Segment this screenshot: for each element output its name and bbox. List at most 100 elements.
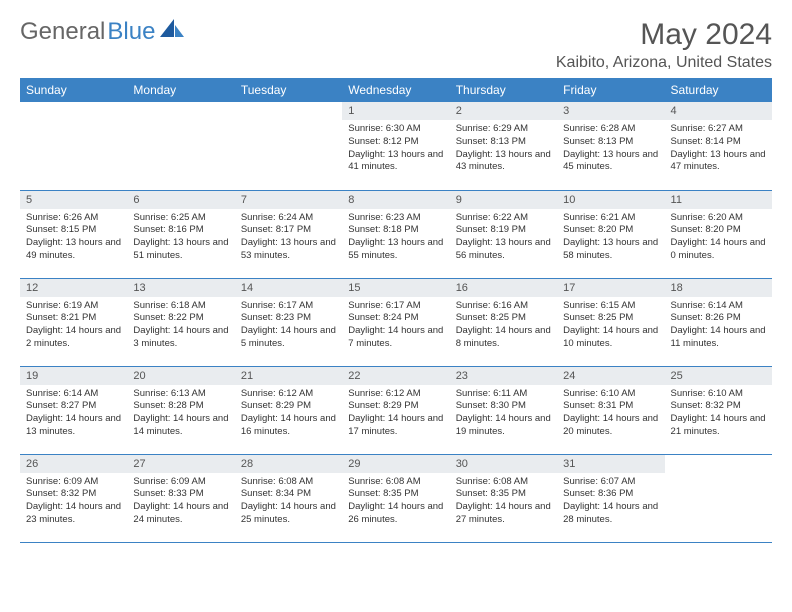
day-info: Sunrise: 6:30 AMSunset: 8:12 PMDaylight:… bbox=[342, 120, 449, 180]
daylight-line: Daylight: 14 hours and 20 minutes. bbox=[563, 413, 658, 439]
sunrise-line: Sunrise: 6:08 AM bbox=[241, 476, 336, 489]
day-number: 11 bbox=[665, 191, 772, 209]
day-info: Sunrise: 6:27 AMSunset: 8:14 PMDaylight:… bbox=[665, 120, 772, 180]
day-cell: 8 Sunrise: 6:23 AMSunset: 8:18 PMDaylight… bbox=[342, 190, 449, 278]
sunset-line: Sunset: 8:31 PM bbox=[563, 400, 658, 413]
day-cell: 28Sunrise: 6:08 AMSunset: 8:34 PMDayligh… bbox=[235, 454, 342, 542]
sunrise-line: Sunrise: 6:08 AM bbox=[348, 476, 443, 489]
day-number: 17 bbox=[557, 279, 664, 297]
sunset-line: Sunset: 8:29 PM bbox=[348, 400, 443, 413]
day-info: Sunrise: 6:15 AMSunset: 8:25 PMDaylight:… bbox=[557, 297, 664, 357]
sunset-line: Sunset: 8:12 PM bbox=[348, 136, 443, 149]
day-cell: 16Sunrise: 6:16 AMSunset: 8:25 PMDayligh… bbox=[450, 278, 557, 366]
day-cell: 3Sunrise: 6:28 AMSunset: 8:13 PMDaylight… bbox=[557, 102, 664, 190]
sunrise-line: Sunrise: 6:20 AM bbox=[671, 212, 766, 225]
day-header-cell: Tuesday bbox=[235, 78, 342, 102]
sunset-line: Sunset: 8:26 PM bbox=[671, 312, 766, 325]
day-number: 31 bbox=[557, 455, 664, 473]
title-block: May 2024 Kaibito, Arizona, United States bbox=[556, 18, 772, 72]
day-number: 4 bbox=[665, 102, 772, 120]
day-number: 27 bbox=[127, 455, 234, 473]
sunset-line: Sunset: 8:16 PM bbox=[133, 224, 228, 237]
sunrise-line: Sunrise: 6:18 AM bbox=[133, 300, 228, 313]
day-cell: 2Sunrise: 6:29 AMSunset: 8:13 PMDaylight… bbox=[450, 102, 557, 190]
day-info: Sunrise: 6:16 AMSunset: 8:25 PMDaylight:… bbox=[450, 297, 557, 357]
day-cell: 4Sunrise: 6:27 AMSunset: 8:14 PMDaylight… bbox=[665, 102, 772, 190]
sunrise-line: Sunrise: 6:17 AM bbox=[348, 300, 443, 313]
day-cell: 17Sunrise: 6:15 AMSunset: 8:25 PMDayligh… bbox=[557, 278, 664, 366]
day-cell bbox=[127, 102, 234, 190]
daylight-line: Daylight: 13 hours and 41 minutes. bbox=[348, 149, 443, 175]
day-number: 30 bbox=[450, 455, 557, 473]
sunset-line: Sunset: 8:18 PM bbox=[348, 224, 443, 237]
daylight-line: Daylight: 13 hours and 43 minutes. bbox=[456, 149, 551, 175]
week-row: 26Sunrise: 6:09 AMSunset: 8:32 PMDayligh… bbox=[20, 454, 772, 542]
day-cell: 30Sunrise: 6:08 AMSunset: 8:35 PMDayligh… bbox=[450, 454, 557, 542]
sunset-line: Sunset: 8:13 PM bbox=[563, 136, 658, 149]
daylight-line: Daylight: 14 hours and 26 minutes. bbox=[348, 501, 443, 527]
sunrise-line: Sunrise: 6:12 AM bbox=[241, 388, 336, 401]
sunset-line: Sunset: 8:22 PM bbox=[133, 312, 228, 325]
daylight-line: Daylight: 13 hours and 56 minutes. bbox=[456, 237, 551, 263]
sunrise-line: Sunrise: 6:25 AM bbox=[133, 212, 228, 225]
sunset-line: Sunset: 8:17 PM bbox=[241, 224, 336, 237]
sunrise-line: Sunrise: 6:13 AM bbox=[133, 388, 228, 401]
daylight-line: Daylight: 13 hours and 55 minutes. bbox=[348, 237, 443, 263]
day-number: 21 bbox=[235, 367, 342, 385]
day-number: 23 bbox=[450, 367, 557, 385]
day-info: Sunrise: 6:26 AMSunset: 8:15 PMDaylight:… bbox=[20, 209, 127, 269]
sunset-line: Sunset: 8:32 PM bbox=[26, 488, 121, 501]
brand-part1: General bbox=[20, 18, 105, 46]
day-info: Sunrise: 6:14 AMSunset: 8:27 PMDaylight:… bbox=[20, 385, 127, 445]
day-info: Sunrise: 6:25 AMSunset: 8:16 PMDaylight:… bbox=[127, 209, 234, 269]
day-number: 5 bbox=[20, 191, 127, 209]
day-number: 19 bbox=[20, 367, 127, 385]
daylight-line: Daylight: 14 hours and 3 minutes. bbox=[133, 325, 228, 351]
daylight-line: Daylight: 14 hours and 19 minutes. bbox=[456, 413, 551, 439]
sunset-line: Sunset: 8:21 PM bbox=[26, 312, 121, 325]
sunset-line: Sunset: 8:13 PM bbox=[456, 136, 551, 149]
day-cell: 18Sunrise: 6:14 AMSunset: 8:26 PMDayligh… bbox=[665, 278, 772, 366]
day-cell: 23Sunrise: 6:11 AMSunset: 8:30 PMDayligh… bbox=[450, 366, 557, 454]
day-number: 26 bbox=[20, 455, 127, 473]
sunset-line: Sunset: 8:30 PM bbox=[456, 400, 551, 413]
day-info: Sunrise: 6:19 AMSunset: 8:21 PMDaylight:… bbox=[20, 297, 127, 357]
day-number: 16 bbox=[450, 279, 557, 297]
day-number: 25 bbox=[665, 367, 772, 385]
day-number: 15 bbox=[342, 279, 449, 297]
daylight-line: Daylight: 14 hours and 14 minutes. bbox=[133, 413, 228, 439]
daylight-line: Daylight: 14 hours and 5 minutes. bbox=[241, 325, 336, 351]
sunset-line: Sunset: 8:34 PM bbox=[241, 488, 336, 501]
day-info: Sunrise: 6:07 AMSunset: 8:36 PMDaylight:… bbox=[557, 473, 664, 533]
header: GeneralBlue May 2024 Kaibito, Arizona, U… bbox=[20, 18, 772, 72]
sunrise-line: Sunrise: 6:23 AM bbox=[348, 212, 443, 225]
daylight-line: Daylight: 14 hours and 10 minutes. bbox=[563, 325, 658, 351]
month-title: May 2024 bbox=[556, 18, 772, 52]
sunset-line: Sunset: 8:24 PM bbox=[348, 312, 443, 325]
daylight-line: Daylight: 13 hours and 49 minutes. bbox=[26, 237, 121, 263]
day-info: Sunrise: 6:09 AMSunset: 8:32 PMDaylight:… bbox=[20, 473, 127, 533]
week-row: 19Sunrise: 6:14 AMSunset: 8:27 PMDayligh… bbox=[20, 366, 772, 454]
sunrise-line: Sunrise: 6:27 AM bbox=[671, 123, 766, 136]
sunrise-line: Sunrise: 6:22 AM bbox=[456, 212, 551, 225]
day-number: 28 bbox=[235, 455, 342, 473]
daylight-line: Daylight: 14 hours and 28 minutes. bbox=[563, 501, 658, 527]
day-cell: 12Sunrise: 6:19 AMSunset: 8:21 PMDayligh… bbox=[20, 278, 127, 366]
day-info: Sunrise: 6:09 AMSunset: 8:33 PMDaylight:… bbox=[127, 473, 234, 533]
day-cell: 10Sunrise: 6:21 AMSunset: 8:20 PMDayligh… bbox=[557, 190, 664, 278]
day-number: 7 bbox=[235, 191, 342, 209]
week-row: 1Sunrise: 6:30 AMSunset: 8:12 PMDaylight… bbox=[20, 102, 772, 190]
day-cell: 15Sunrise: 6:17 AMSunset: 8:24 PMDayligh… bbox=[342, 278, 449, 366]
day-header-row: SundayMondayTuesdayWednesdayThursdayFrid… bbox=[20, 78, 772, 102]
sunset-line: Sunset: 8:14 PM bbox=[671, 136, 766, 149]
sunset-line: Sunset: 8:28 PM bbox=[133, 400, 228, 413]
day-number: 8 bbox=[342, 191, 449, 209]
week-row: 5Sunrise: 6:26 AMSunset: 8:15 PMDaylight… bbox=[20, 190, 772, 278]
day-info: Sunrise: 6:24 AMSunset: 8:17 PMDaylight:… bbox=[235, 209, 342, 269]
day-number: 22 bbox=[342, 367, 449, 385]
day-info: Sunrise: 6:10 AMSunset: 8:31 PMDaylight:… bbox=[557, 385, 664, 445]
sunrise-line: Sunrise: 6:29 AM bbox=[456, 123, 551, 136]
sunrise-line: Sunrise: 6:10 AM bbox=[563, 388, 658, 401]
sunrise-line: Sunrise: 6:28 AM bbox=[563, 123, 658, 136]
day-cell bbox=[235, 102, 342, 190]
